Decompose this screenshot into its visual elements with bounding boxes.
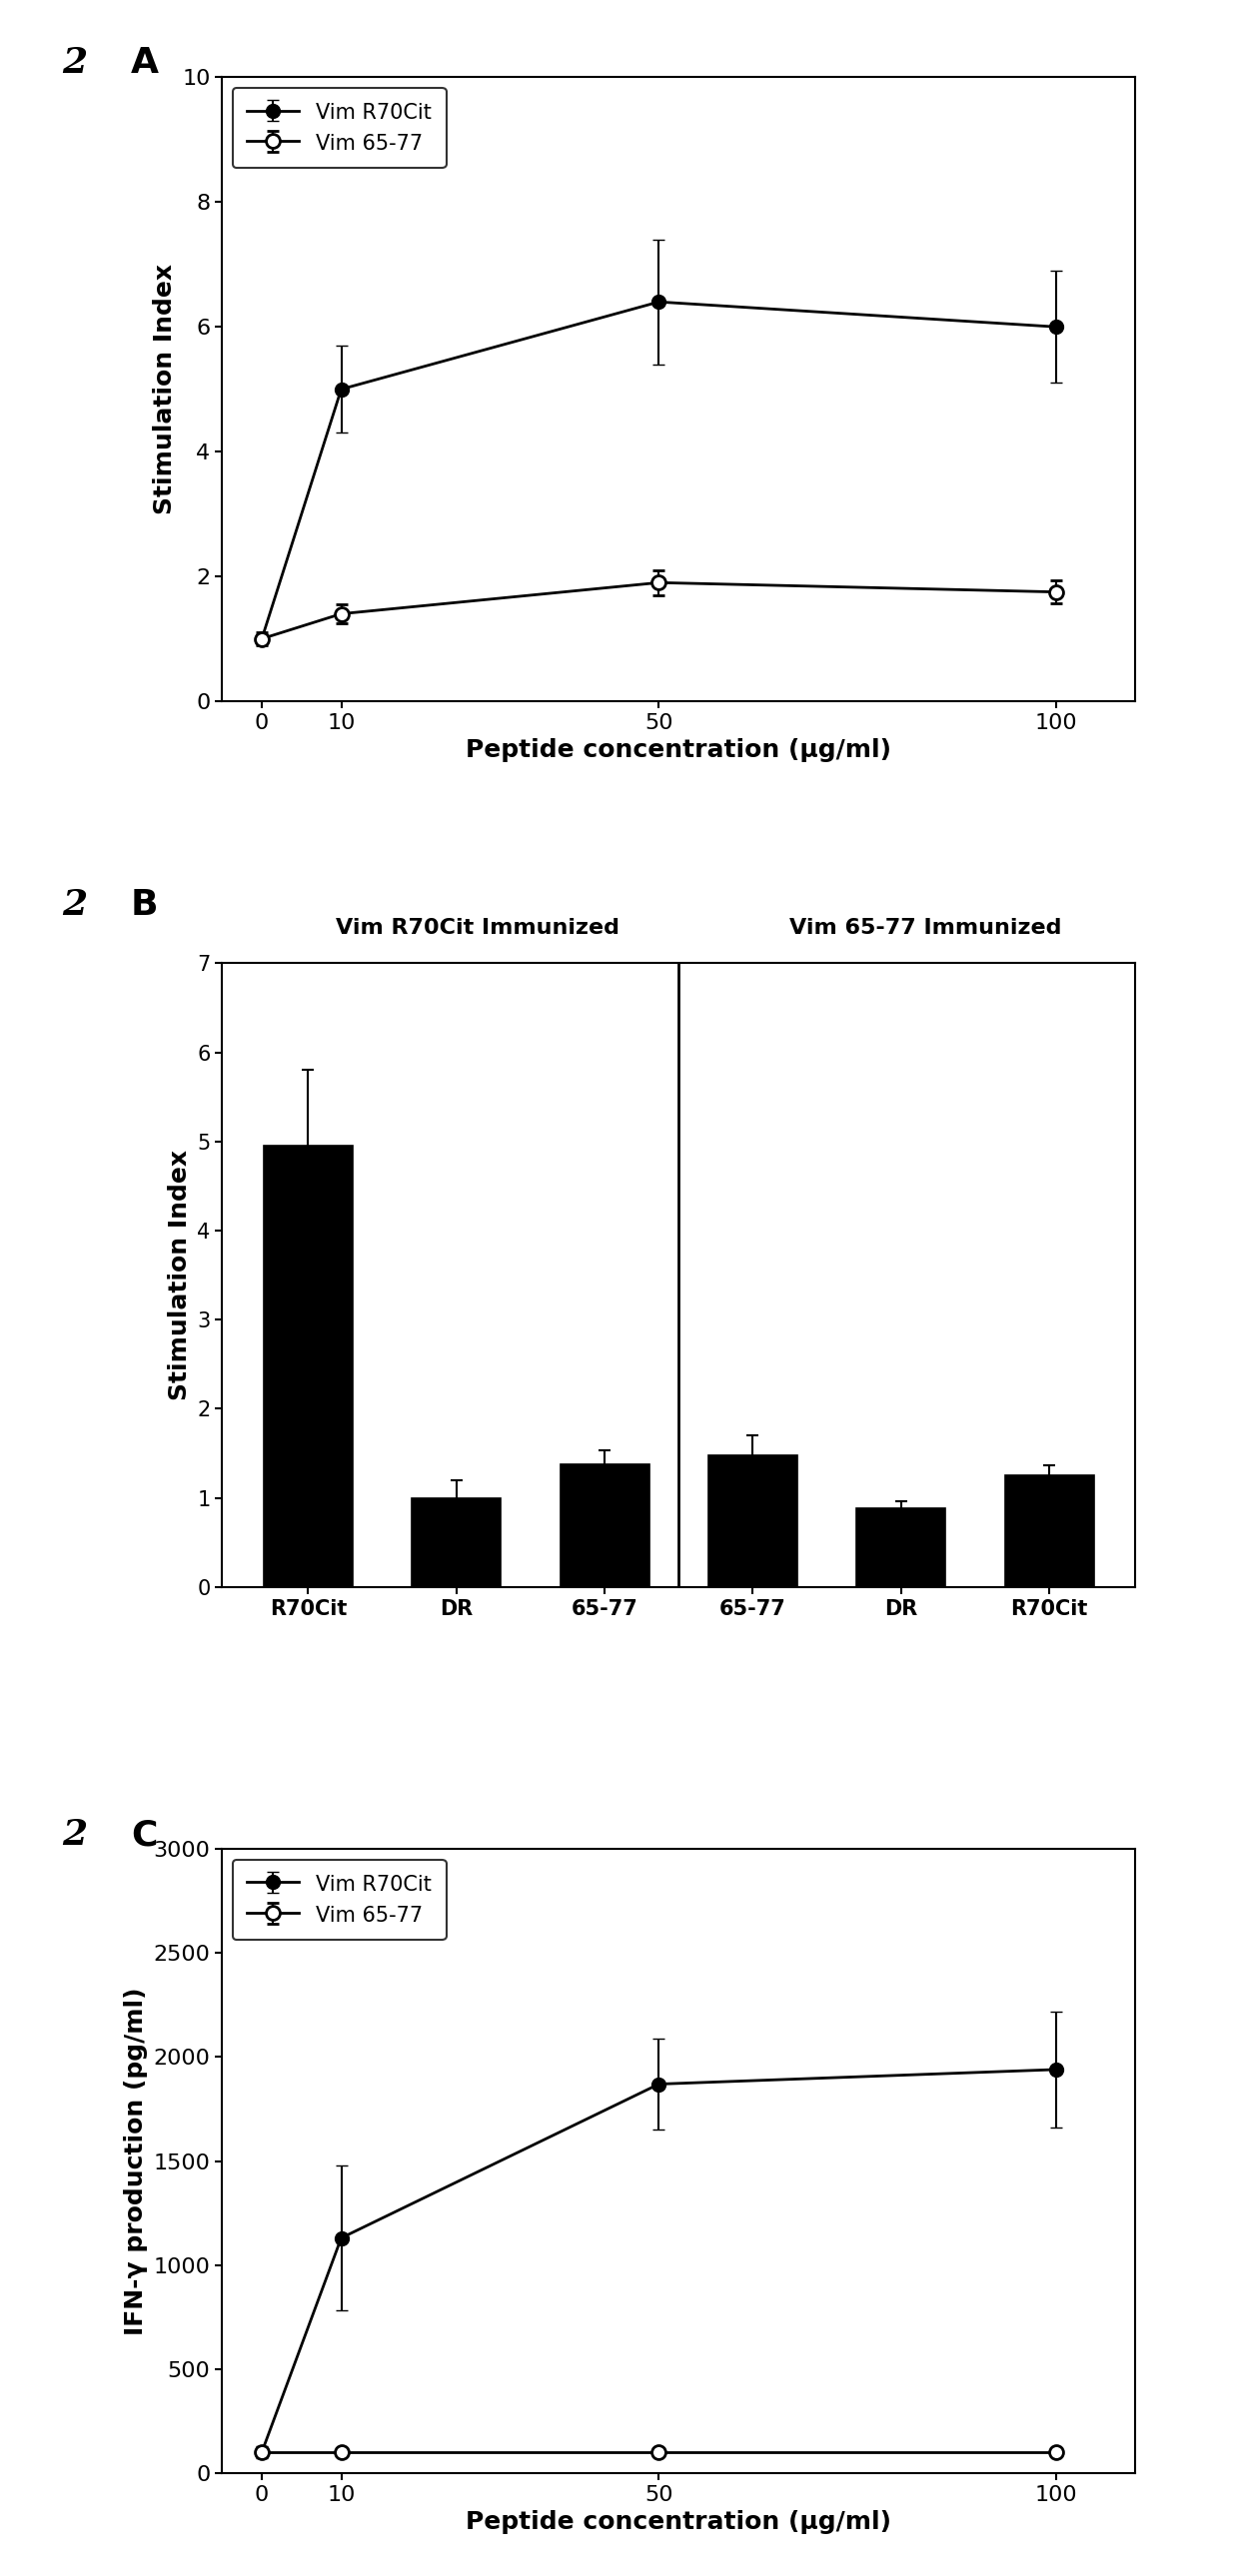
Bar [1004,1476,1093,1587]
Bar [560,1463,649,1587]
Text: Vim R70Cit Immunized: Vim R70Cit Immunized [336,917,619,938]
X-axis label: Peptide concentration (μg/ml): Peptide concentration (μg/ml) [466,739,891,762]
Text: 2: 2 [62,46,88,80]
Y-axis label: Stimulation Index: Stimulation Index [153,263,176,515]
Y-axis label: Stimulation Index: Stimulation Index [168,1149,191,1401]
Text: A: A [131,46,159,80]
Bar [708,1455,797,1587]
Bar [264,1146,353,1587]
Text: 2: 2 [62,1819,88,1852]
Bar [412,1497,501,1587]
X-axis label: Peptide concentration (μg/ml): Peptide concentration (μg/ml) [466,2509,891,2535]
Legend: Vim R70Cit, Vim 65-77: Vim R70Cit, Vim 65-77 [232,88,447,167]
Legend: Vim R70Cit, Vim 65-77: Vim R70Cit, Vim 65-77 [232,1860,447,1940]
Text: Vim 65-77 Immunized: Vim 65-77 Immunized [789,917,1061,938]
Text: B: B [131,889,158,922]
Bar [856,1510,945,1587]
Y-axis label: IFN-γ production (pg/ml): IFN-γ production (pg/ml) [123,1986,148,2334]
Text: 2: 2 [62,889,88,922]
Text: C: C [131,1819,157,1852]
